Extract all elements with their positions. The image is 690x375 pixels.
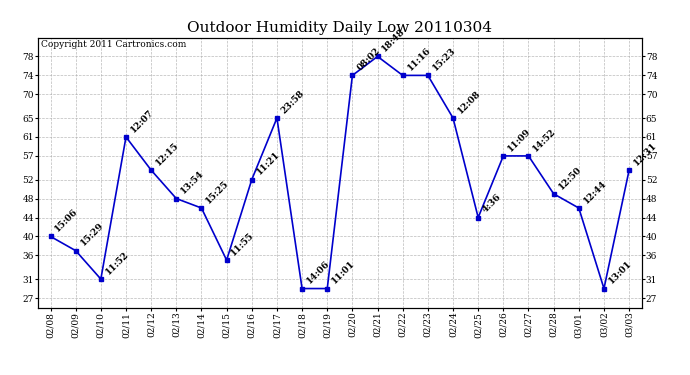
Text: 15:25: 15:25 [204, 178, 231, 205]
Text: 11:55: 11:55 [229, 231, 256, 257]
Text: 23:58: 23:58 [279, 88, 306, 115]
Title: Outdoor Humidity Daily Low 20110304: Outdoor Humidity Daily Low 20110304 [187, 21, 493, 35]
Text: 15:06: 15:06 [53, 207, 80, 234]
Text: 12:15: 12:15 [154, 141, 181, 167]
Text: 11:16: 11:16 [406, 46, 433, 73]
Text: 12:08: 12:08 [456, 88, 482, 115]
Text: 14:52: 14:52 [531, 126, 558, 153]
Text: 15:23: 15:23 [431, 46, 457, 73]
Text: 11:09: 11:09 [506, 126, 533, 153]
Text: 18:48: 18:48 [380, 27, 407, 54]
Text: 13:01: 13:01 [607, 259, 633, 286]
Text: 15:29: 15:29 [79, 221, 105, 248]
Text: 11:01: 11:01 [330, 259, 357, 286]
Text: 11:21: 11:21 [255, 150, 282, 177]
Text: 12:50: 12:50 [556, 165, 583, 191]
Text: 11:52: 11:52 [104, 250, 130, 276]
Text: 12:31: 12:31 [632, 141, 659, 167]
Text: 08:02: 08:02 [355, 46, 382, 73]
Text: 12:07: 12:07 [129, 108, 155, 134]
Text: 4:36: 4:36 [481, 192, 503, 215]
Text: 13:54: 13:54 [179, 169, 206, 196]
Text: 14:06: 14:06 [305, 259, 331, 286]
Text: Copyright 2011 Cartronics.com: Copyright 2011 Cartronics.com [41, 40, 186, 49]
Text: 12:44: 12:44 [582, 178, 608, 205]
